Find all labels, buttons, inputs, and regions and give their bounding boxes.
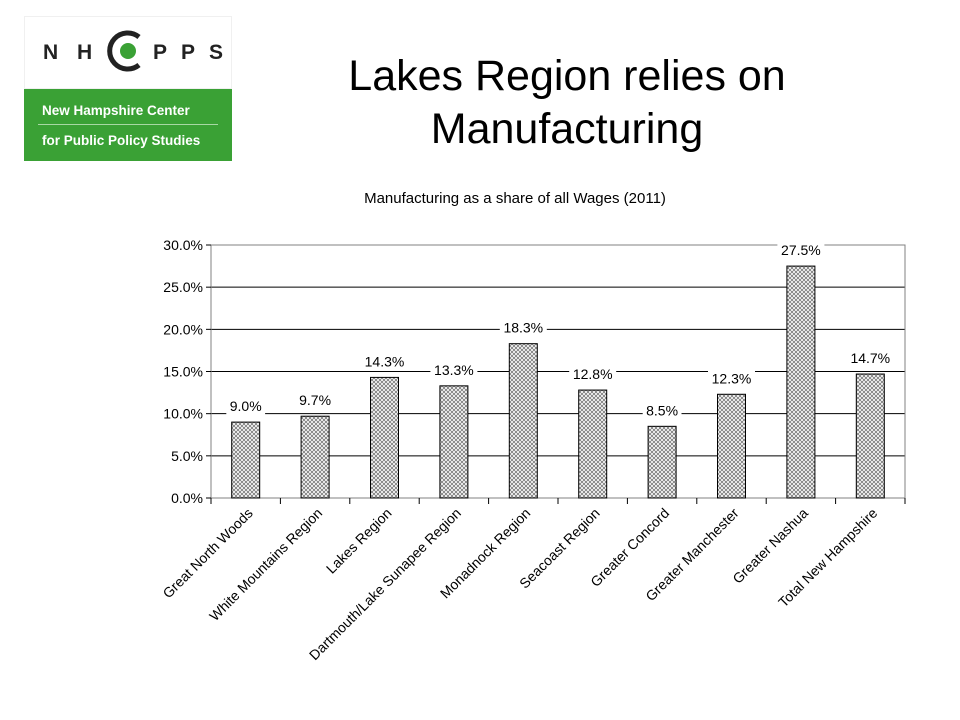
- data-label: 27.5%: [781, 242, 821, 258]
- logo-c-icon: [107, 30, 141, 72]
- y-tick-label: 5.0%: [171, 448, 203, 464]
- bar: [231, 421, 261, 499]
- data-label: 13.3%: [434, 362, 474, 378]
- bar: [300, 415, 330, 499]
- data-label-background: [226, 398, 266, 416]
- y-tick-label: 25.0%: [163, 279, 203, 295]
- y-axis-ticks: 0.0% 5.0% 10.0% 15.0% 20.0% 25.0% 30.0%: [163, 237, 211, 506]
- data-label-background: [777, 242, 825, 260]
- data-label: 9.0%: [230, 398, 262, 414]
- logo-divider: [38, 124, 218, 125]
- y-tick-label: 20.0%: [163, 321, 203, 337]
- logo-letter-n: N: [43, 41, 60, 64]
- x-tick-label: White Mountains Region: [206, 505, 325, 624]
- bar: [508, 343, 538, 499]
- logo-letter-p2: P: [181, 41, 197, 64]
- data-label-background: [430, 361, 478, 379]
- logo-letters-panel: N H P P S: [24, 16, 232, 89]
- bar: [647, 425, 677, 499]
- data-label-background: [569, 366, 617, 384]
- nhcpps-logo: N H P P S New Hampshire Center for Publi…: [24, 16, 232, 161]
- data-label: 14.7%: [850, 350, 890, 366]
- data-label: 8.5%: [646, 402, 678, 418]
- data-label-background: [846, 350, 894, 368]
- logo-line-2: for Public Policy Studies: [42, 133, 201, 148]
- logo-line-1: New Hampshire Center: [42, 103, 190, 118]
- logo-text-panel: New Hampshire Center for Public Policy S…: [24, 89, 232, 161]
- bar: [717, 393, 746, 499]
- y-tick-label: 0.0%: [171, 490, 203, 506]
- y-tick-label: 15.0%: [163, 364, 203, 380]
- y-tick-label: 30.0%: [163, 237, 203, 253]
- y-tick-label: 10.0%: [163, 406, 203, 422]
- bar: [439, 385, 469, 499]
- x-tick-label: Dartmouth/Lake Sunapee Region: [306, 505, 464, 663]
- data-label: 18.3%: [503, 320, 543, 336]
- data-label-background: [708, 370, 755, 388]
- data-label-background: [295, 392, 335, 410]
- chart-title: Manufacturing as a share of all Wages (2…: [364, 190, 666, 207]
- logo-letter-s: S: [209, 41, 225, 64]
- data-label: 9.7%: [299, 392, 331, 408]
- bar: [370, 376, 399, 499]
- data-label: 12.8%: [573, 366, 613, 382]
- data-label-background: [642, 402, 682, 420]
- logo-letter-p: P: [153, 41, 169, 64]
- bar: [786, 265, 816, 499]
- bar: [855, 373, 885, 499]
- logo-letter-h: H: [77, 41, 94, 64]
- slide-title: Lakes Region relies on Manufacturing: [348, 52, 786, 153]
- bar: [578, 389, 608, 499]
- data-label: 14.3%: [365, 353, 405, 369]
- bars: [231, 265, 885, 499]
- data-label-background: [499, 319, 547, 337]
- x-tick-label: Lakes Region: [323, 505, 395, 577]
- data-label-background: [361, 353, 408, 371]
- data-label: 12.3%: [712, 370, 752, 386]
- data-labels: 9.0% 9.7% 14.3% 13.3% 18.3% 12.8% 8.5% 12.3% 27.…: [226, 242, 894, 420]
